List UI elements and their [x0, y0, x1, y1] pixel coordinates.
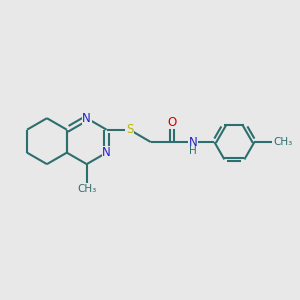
Text: S: S	[126, 123, 133, 136]
Text: N: N	[82, 112, 91, 125]
Text: N: N	[189, 136, 197, 148]
Text: CH₃: CH₃	[274, 137, 293, 147]
Text: H: H	[189, 146, 197, 157]
Text: N: N	[102, 146, 111, 159]
Text: O: O	[167, 116, 177, 128]
Text: CH₃: CH₃	[77, 184, 96, 194]
